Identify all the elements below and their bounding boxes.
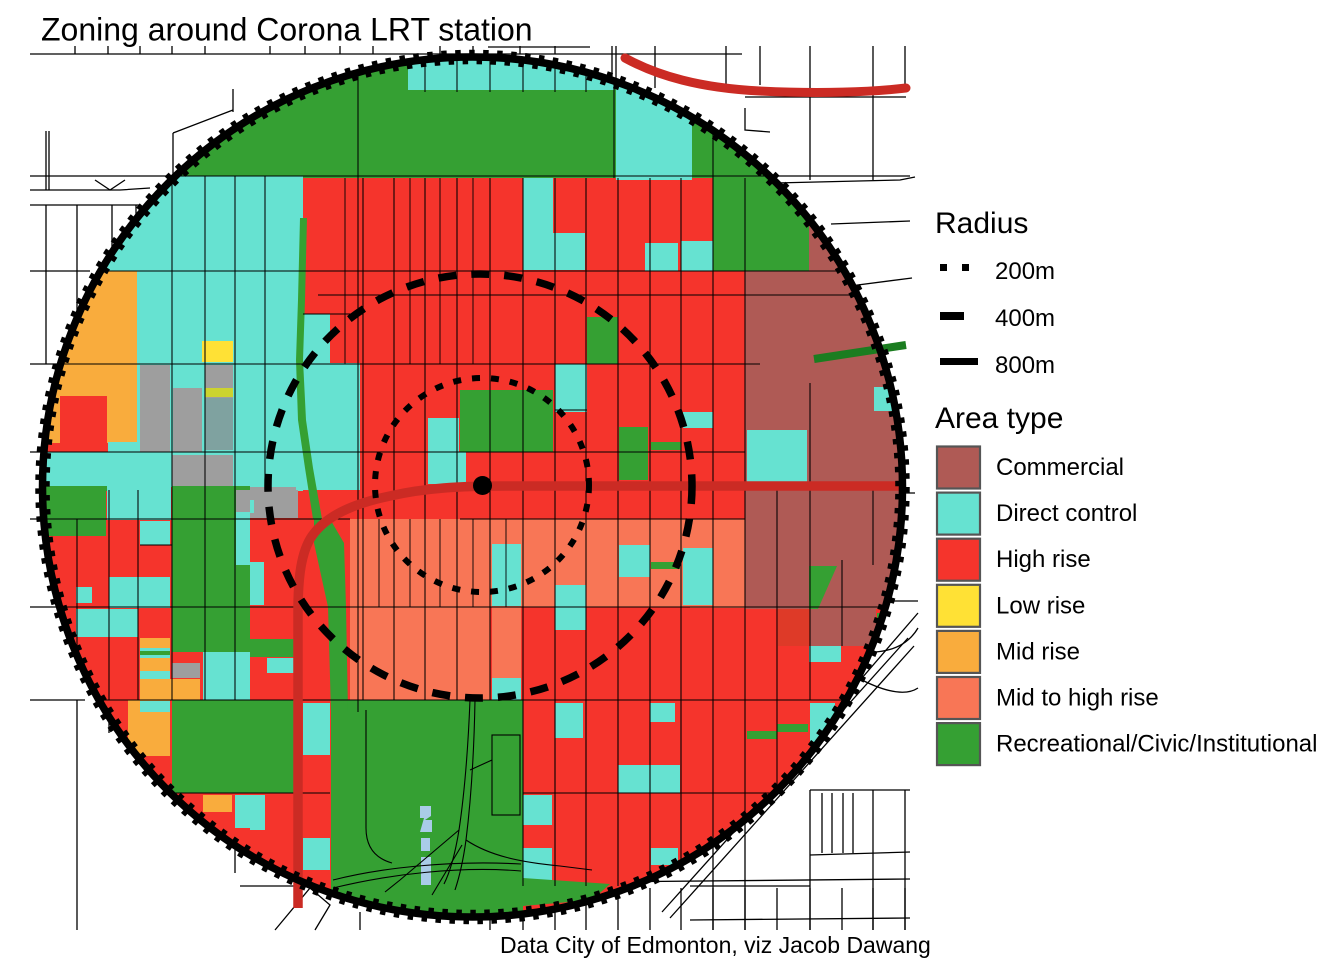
svg-text:Data City of Edmonton, viz Jac: Data City of Edmonton, viz Jacob Dawang (500, 932, 931, 958)
svg-text:Low rise: Low rise (996, 592, 1085, 619)
svg-text:800m: 800m (995, 352, 1055, 379)
svg-text:High rise: High rise (996, 546, 1091, 573)
svg-text:Recreational/Civic/Institution: Recreational/Civic/Institutional (996, 731, 1317, 758)
svg-text:200m: 200m (995, 258, 1055, 285)
svg-text:Area type: Area type (935, 402, 1063, 435)
svg-text:Zoning around Corona LRT stati: Zoning around Corona LRT station (41, 12, 533, 48)
svg-text:Mid rise: Mid rise (996, 638, 1080, 665)
svg-text:Direct control: Direct control (996, 500, 1137, 527)
svg-text:400m: 400m (995, 305, 1055, 332)
svg-text:Radius: Radius (935, 207, 1028, 240)
svg-text:Mid to high rise: Mid to high rise (996, 685, 1159, 712)
svg-text:Commercial: Commercial (996, 454, 1124, 481)
